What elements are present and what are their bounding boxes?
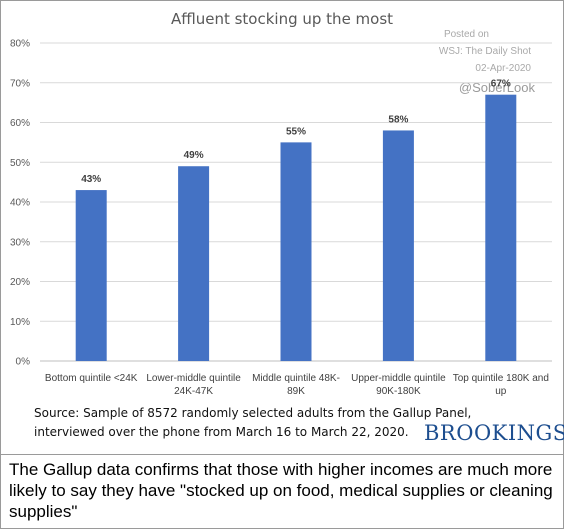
data-label: 67% — [491, 79, 511, 90]
source-line-2: interviewed over the phone from March 16… — [34, 425, 409, 439]
x-category-label: 90K-180K — [376, 386, 421, 397]
data-label: 49% — [184, 150, 204, 161]
x-category-label: 24K-47K — [174, 386, 213, 397]
x-category-label: Bottom quintile <24K — [45, 373, 138, 384]
watermark-posted-on: Posted on — [443, 29, 489, 40]
y-tick-label: 40% — [10, 198, 30, 209]
x-category-label: Upper-middle quintile — [351, 373, 446, 384]
y-tick-label: 20% — [10, 277, 30, 288]
source-line-1: Source: Sample of 8572 randomly selected… — [34, 406, 472, 420]
x-category-label: up — [495, 386, 507, 397]
bar — [75, 190, 107, 361]
chart-title: Affluent stocking up the most — [170, 10, 394, 28]
y-tick-label: 60% — [10, 118, 30, 129]
x-category-label: Middle quintile 48K- — [252, 373, 340, 384]
watermark-source: WSJ: The Daily Shot — [438, 46, 531, 57]
brookings-logo: BROOKINGS — [424, 421, 564, 445]
y-tick-label: 10% — [10, 317, 30, 328]
y-tick-label: 30% — [10, 237, 30, 248]
y-tick-label: 0% — [16, 357, 31, 368]
source-note: Source: Sample of 8572 randomly selected… — [34, 404, 471, 442]
x-category-label: Lower-middle quintile — [146, 373, 241, 384]
data-label: 58% — [388, 114, 408, 125]
watermark-handle: @SoberLook — [458, 80, 535, 95]
data-label: 55% — [286, 126, 306, 137]
y-tick-label: 80% — [10, 39, 30, 50]
bar — [280, 142, 312, 361]
y-tick-label: 50% — [10, 158, 30, 169]
caption-divider — [0, 454, 564, 455]
watermark-date: 02-Apr-2020 — [475, 63, 531, 74]
bar-chart: 0% 10% 20% 30% 40% 50% 60% 70% 80% 43% Bottom quin… — [10, 39, 552, 397]
bar — [178, 166, 210, 361]
x-category-label: 89K — [287, 386, 305, 397]
bar — [382, 130, 414, 361]
x-category-label: Top quintile 180K and — [453, 373, 549, 384]
data-label: 43% — [81, 174, 101, 185]
caption-text: The Gallup data confirms that those with… — [9, 460, 553, 521]
bar — [485, 94, 517, 362]
y-tick-label: 70% — [10, 78, 30, 89]
